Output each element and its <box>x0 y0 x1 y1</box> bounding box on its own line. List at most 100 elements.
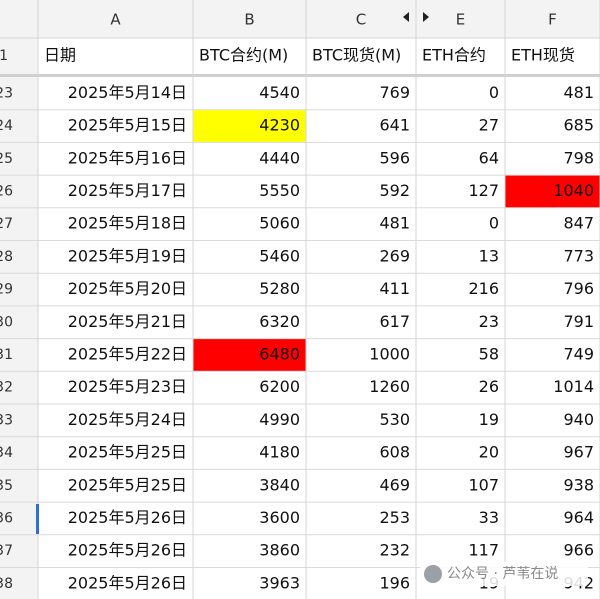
row-number: 27 <box>0 216 13 232</box>
number-cell: 216 <box>468 279 499 298</box>
column-header-bar <box>0 0 600 38</box>
number-cell: 411 <box>379 279 410 298</box>
row-number: 29 <box>0 282 13 298</box>
number-cell: 26 <box>479 377 499 396</box>
date-cell: 2025年5月15日 <box>68 116 187 135</box>
number-cell: 20 <box>479 443 499 462</box>
date-cell: 2025年5月24日 <box>68 410 187 429</box>
column-letter: C <box>356 11 366 29</box>
date-cell: 2025年5月17日 <box>68 181 187 200</box>
watermark: 公众号 · 芦苇在说 <box>420 562 588 586</box>
number-cell: 773 <box>563 246 594 265</box>
number-cell: 769 <box>379 83 410 102</box>
number-cell: 117 <box>468 541 499 560</box>
number-cell: 592 <box>379 181 410 200</box>
number-cell: 3600 <box>259 508 300 527</box>
date-cell: 2025年5月26日 <box>68 573 187 592</box>
number-cell: 127 <box>468 181 499 200</box>
selection-indicator <box>36 504 39 534</box>
row-number: 36 <box>0 510 13 526</box>
date-cell: 2025年5月14日 <box>68 83 187 102</box>
number-cell: 232 <box>379 541 410 560</box>
date-cell: 2025年5月16日 <box>68 148 187 167</box>
cell-highlight <box>193 339 306 371</box>
number-cell: 791 <box>563 312 594 331</box>
number-cell: 4180 <box>259 443 300 462</box>
number-cell: 107 <box>468 475 499 494</box>
column-letter: F <box>548 11 557 29</box>
number-cell: 13 <box>479 246 499 265</box>
row-number: 31 <box>0 347 13 363</box>
number-cell: 4990 <box>259 410 300 429</box>
cell-highlight <box>505 175 600 208</box>
column-letter: B <box>244 11 254 29</box>
number-cell: 798 <box>563 148 594 167</box>
number-cell: 5550 <box>259 181 300 200</box>
row-number: 37 <box>0 543 13 559</box>
number-cell: 58 <box>479 344 499 363</box>
date-cell: 2025年5月20日 <box>68 279 187 298</box>
number-cell: 5280 <box>259 279 300 298</box>
row-number: 25 <box>0 151 13 167</box>
date-cell: 2025年5月26日 <box>68 508 187 527</box>
number-cell: 5060 <box>259 214 300 233</box>
number-cell: 967 <box>563 443 594 462</box>
row-number: 24 <box>0 118 13 134</box>
number-cell: 1040 <box>553 181 594 200</box>
number-cell: 6480 <box>259 344 300 363</box>
row-number: 28 <box>0 249 13 265</box>
number-cell: 940 <box>563 410 594 429</box>
number-cell: 596 <box>379 148 410 167</box>
number-cell: 196 <box>379 573 410 592</box>
number-cell: 1014 <box>553 377 594 396</box>
freeze-divider <box>0 74 600 77</box>
number-cell: 1260 <box>369 377 410 396</box>
row-number: 30 <box>0 314 13 330</box>
number-cell: 3963 <box>259 573 300 592</box>
number-cell: 938 <box>563 475 594 494</box>
number-cell: 685 <box>563 116 594 135</box>
date-cell: 2025年5月25日 <box>68 443 187 462</box>
date-cell: 2025年5月25日 <box>68 475 187 494</box>
cell-highlight <box>193 110 306 142</box>
date-cell: 2025年5月21日 <box>68 312 187 331</box>
number-cell: 33 <box>479 508 499 527</box>
number-cell: 253 <box>379 508 410 527</box>
number-cell: 64 <box>479 148 499 167</box>
header-cell: 日期 <box>44 46 76 65</box>
number-cell: 27 <box>479 116 499 135</box>
header-cell: BTC合约(M) <box>199 46 288 65</box>
number-cell: 0 <box>489 214 499 233</box>
hidden-column-arrow-left[interactable] <box>403 12 409 22</box>
number-cell: 0 <box>489 83 499 102</box>
row-header-bar <box>0 0 38 599</box>
header-cell: BTC现货(M) <box>312 46 401 65</box>
number-cell: 641 <box>379 116 410 135</box>
number-cell: 530 <box>379 410 410 429</box>
column-letter: E <box>456 11 465 29</box>
number-cell: 847 <box>563 214 594 233</box>
number-cell: 469 <box>379 475 410 494</box>
number-cell: 4440 <box>259 148 300 167</box>
number-cell: 1000 <box>369 344 410 363</box>
date-cell: 2025年5月18日 <box>68 214 187 233</box>
number-cell: 19 <box>479 410 499 429</box>
row-number: 38 <box>0 576 13 592</box>
watermark-icon <box>424 565 442 583</box>
row-number: 33 <box>0 412 13 428</box>
hidden-column-arrow-right[interactable] <box>423 12 429 22</box>
number-cell: 4230 <box>259 116 300 135</box>
number-cell: 269 <box>379 246 410 265</box>
row-number: 32 <box>0 380 13 396</box>
date-cell: 2025年5月22日 <box>68 344 187 363</box>
watermark-bg <box>420 562 588 586</box>
number-cell: 617 <box>379 312 410 331</box>
number-cell: 796 <box>563 279 594 298</box>
row-number: 35 <box>0 478 13 494</box>
header-cell: ETH合约 <box>422 46 486 65</box>
watermark-text: 公众号 · 芦苇在说 <box>447 566 558 582</box>
number-cell: 966 <box>563 541 594 560</box>
number-cell: 964 <box>563 508 594 527</box>
row-number: 23 <box>0 85 13 101</box>
